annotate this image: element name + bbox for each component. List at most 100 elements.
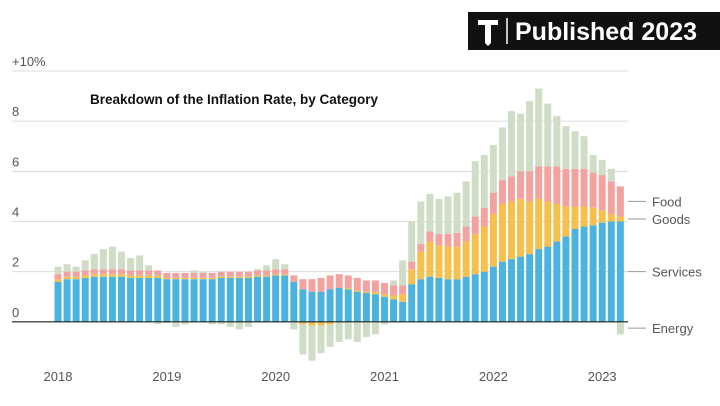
bar-segment: [371, 291, 379, 295]
bar-segment: [208, 321, 216, 325]
bar-segment: [145, 277, 153, 322]
bar-segment: [299, 289, 307, 322]
x-tick-label: 2022: [479, 369, 508, 384]
bar-segment: [63, 264, 71, 272]
bar-segment: [163, 321, 171, 324]
legend-label: Food: [652, 194, 682, 209]
bar-segment: [154, 270, 162, 276]
bar-segment: [263, 275, 271, 277]
bar-segment: [199, 272, 207, 278]
bar-segment: [353, 277, 361, 291]
bar-segment: [399, 294, 407, 302]
bar-segment: [54, 266, 62, 275]
bar-segment: [553, 241, 561, 322]
bar-segment: [81, 277, 89, 322]
x-tick-label: 2021: [370, 369, 399, 384]
y-tick-label: 8: [12, 104, 19, 119]
bar-segment: [480, 226, 488, 272]
bar-segment: [498, 180, 506, 204]
bar-segment: [426, 276, 434, 322]
bar-segment: [54, 281, 62, 322]
bar-segment: [453, 246, 461, 280]
bar-segment: [81, 260, 89, 271]
bar-segment: [616, 216, 624, 222]
bar-segment: [108, 269, 116, 275]
bar-segment: [99, 269, 107, 275]
bar-segment: [272, 259, 280, 270]
bar-segment: [81, 270, 89, 276]
bar-segment: [90, 276, 98, 322]
bar-segment: [235, 276, 243, 278]
bar-segment: [517, 113, 525, 172]
bar-segment: [290, 275, 298, 282]
bar-segment: [589, 155, 597, 173]
bar-segment: [453, 279, 461, 322]
bar-segment: [145, 265, 153, 271]
bar-segment: [317, 325, 325, 354]
bar-segment: [90, 254, 98, 270]
bar-segment: [263, 276, 271, 322]
bar-segment: [444, 246, 452, 280]
bar-segment: [63, 279, 71, 322]
bar-segment: [335, 287, 343, 322]
bar-segment: [435, 234, 443, 246]
bar-segment: [517, 198, 525, 257]
bar-segment: [362, 321, 370, 337]
bar-segment: [108, 246, 116, 270]
bar-segment: [317, 321, 325, 326]
bar-segment: [117, 274, 125, 277]
bar-segment: [571, 131, 579, 169]
bar-segment: [308, 321, 316, 326]
bar-segment: [226, 271, 234, 277]
bar-segment: [381, 282, 389, 295]
bar-segment: [371, 280, 379, 292]
bar-segment: [217, 277, 225, 322]
bar-segment: [272, 274, 280, 276]
bar-segment: [181, 277, 189, 280]
bar-segment: [480, 271, 488, 322]
bar-segment: [163, 272, 171, 278]
badge-text: Published 2023: [515, 18, 697, 46]
bar-segment: [308, 325, 316, 361]
bar-segment: [508, 111, 515, 177]
bar-segment: [390, 285, 398, 296]
bar-segment: [553, 203, 561, 242]
bar-segment: [263, 265, 271, 271]
bar-segment: [571, 168, 579, 207]
y-tick-label: +10%: [12, 54, 46, 69]
bar-segment: [408, 269, 416, 285]
bar-segment: [290, 281, 298, 322]
bar-segment: [63, 271, 71, 277]
bar-segment: [235, 277, 243, 322]
x-tick-label: 2020: [261, 369, 290, 384]
y-tick-label: 2: [12, 255, 19, 270]
bar-segment: [172, 277, 180, 280]
bar-segment: [444, 234, 452, 247]
bar-segment: [381, 321, 389, 325]
bar-segment: [462, 241, 470, 277]
bar-segment: [589, 225, 597, 322]
bar-segment: [562, 236, 570, 322]
bar-segment: [90, 269, 98, 275]
bar-segment: [317, 291, 325, 322]
bar-segment: [326, 275, 334, 290]
bar-segment: [371, 294, 379, 322]
bar-segment: [562, 126, 570, 169]
bar-segment: [607, 181, 615, 214]
bar-segment: [145, 275, 153, 278]
bar-segment: [208, 279, 216, 322]
bar-segment: [217, 271, 225, 277]
bar-segment: [181, 321, 189, 325]
bar-segment: [607, 213, 615, 222]
bar-segment: [308, 291, 316, 322]
bar-segment: [426, 231, 434, 242]
bar-segment: [199, 279, 207, 322]
bar-segment: [399, 260, 407, 286]
bar-segment: [589, 207, 597, 226]
bar-segment: [226, 277, 234, 322]
bar-segment: [480, 207, 488, 227]
bar-segment: [244, 277, 252, 322]
bar-segment: [335, 321, 343, 342]
bar-segment: [99, 274, 107, 277]
bar-segment: [589, 172, 597, 208]
